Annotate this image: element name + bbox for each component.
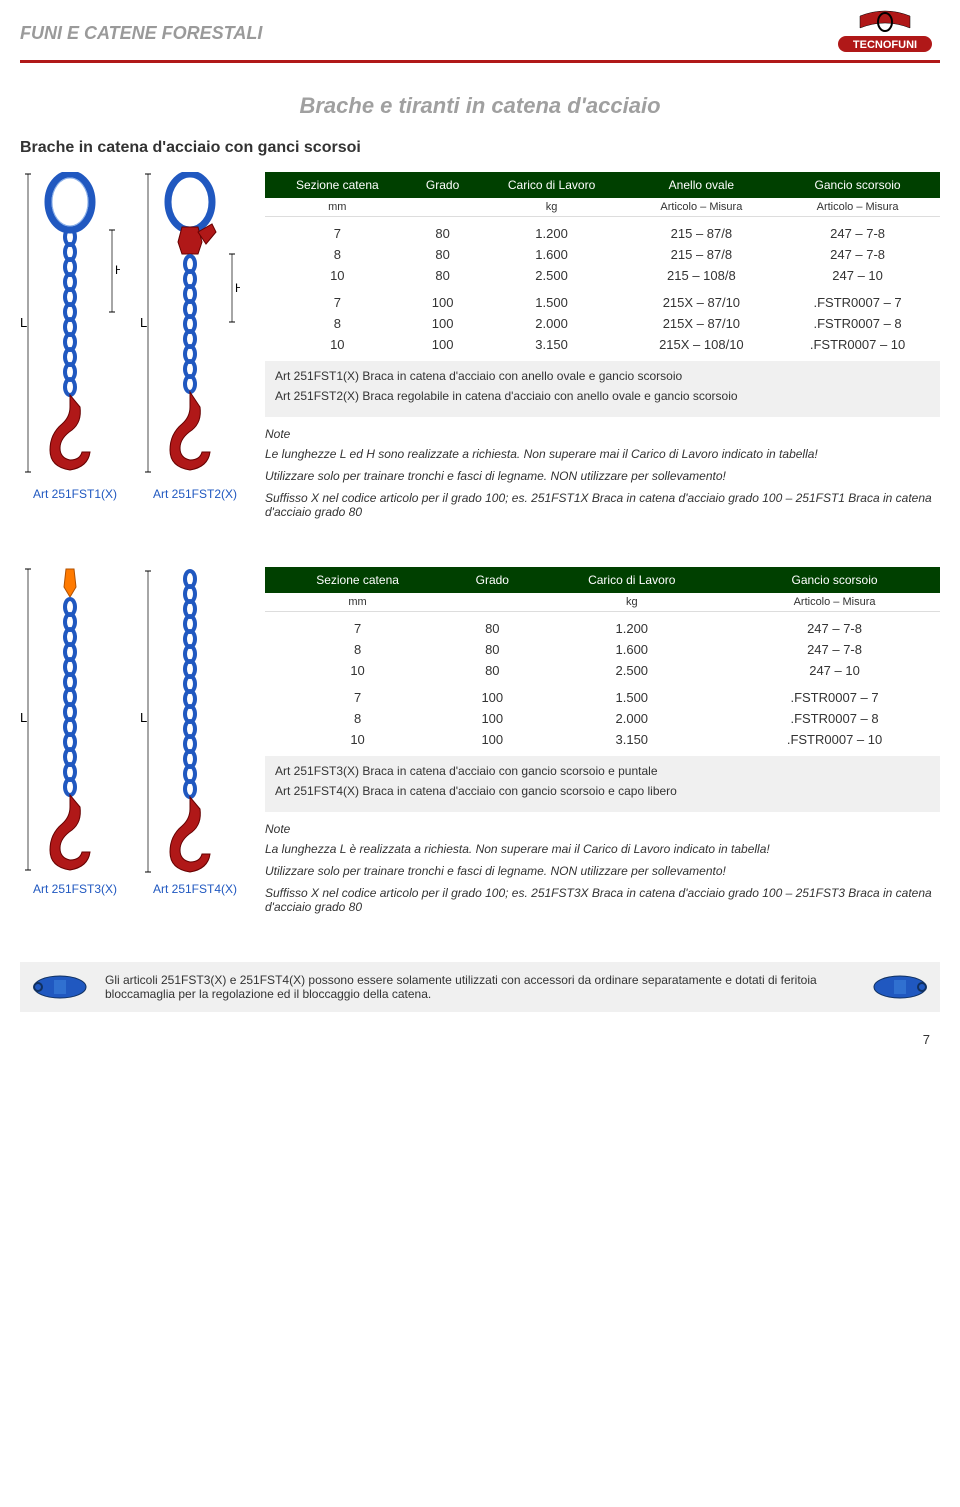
table2: Sezione catena Grado Carico di Lavoro Ga… xyxy=(265,567,940,750)
section2-content: Sezione catena Grado Carico di Lavoro Ga… xyxy=(265,567,940,922)
diagram2-label: Art 251FST2(X) xyxy=(140,487,250,501)
section1-notes: Note Le lunghezze L ed H sono realizzate… xyxy=(265,427,940,519)
th: Sezione catena xyxy=(265,172,410,198)
th: Grado xyxy=(410,172,476,198)
svg-text:H: H xyxy=(115,263,120,277)
th: Carico di Lavoro xyxy=(476,172,628,198)
accessory-icon-right xyxy=(870,972,930,1002)
logo: TECNOFUNI xyxy=(830,8,940,58)
diagram-fst2: L H xyxy=(140,172,240,482)
table-row: 8801.600215 – 87/8247 – 7-8 xyxy=(265,244,940,265)
svg-text:H: H xyxy=(235,281,240,295)
th: Carico di Lavoro xyxy=(534,567,729,593)
table-row: 81002.000.FSTR0007 – 8 xyxy=(265,708,940,729)
table-row: 71001.500215X – 87/10.FSTR0007 – 7 xyxy=(265,292,940,313)
th: Anello ovale xyxy=(628,172,776,198)
th: Grado xyxy=(450,567,534,593)
diagram-fst4: L xyxy=(140,567,240,877)
section2-notes: Note La lunghezza L è realizzata a richi… xyxy=(265,822,940,914)
section1-subtitle: Brache in catena d'acciaio con ganci sco… xyxy=(20,139,940,157)
svg-text:L: L xyxy=(20,710,27,725)
table2-rows-a: 7801.200247 – 7-88801.600247 – 7-810802.… xyxy=(265,618,940,681)
table-row: 10802.500215 – 108/8247 – 10 xyxy=(265,265,940,286)
page-title: Brache e tiranti in catena d'acciaio xyxy=(0,93,960,119)
section2-desc: Art 251FST3(X) Braca in catena d'acciaio… xyxy=(265,756,940,812)
table-row: 81002.000215X – 87/10.FSTR0007 – 8 xyxy=(265,313,940,334)
table1-rows-a: 7801.200215 – 87/8247 – 7-88801.600215 –… xyxy=(265,223,940,286)
footer-note-text: Gli articoli 251FST3(X) e 251FST4(X) pos… xyxy=(105,973,855,1001)
table1: Sezione catena Grado Carico di Lavoro An… xyxy=(265,172,940,355)
table2-rows-b: 71001.500.FSTR0007 – 781002.000.FSTR0007… xyxy=(265,687,940,750)
diagram-fst1: L H xyxy=(20,172,120,482)
footer-note: Gli articoli 251FST3(X) e 251FST4(X) pos… xyxy=(20,962,940,1012)
svg-text:TECNOFUNI: TECNOFUNI xyxy=(853,39,917,51)
table-row: 71001.500.FSTR0007 – 7 xyxy=(265,687,940,708)
diagram1-label: Art 251FST1(X) xyxy=(20,487,130,501)
page-header: FUNI E CATENE FORESTALI TECNOFUNI xyxy=(0,0,960,58)
table-row: 8801.600247 – 7-8 xyxy=(265,639,940,660)
svg-text:L: L xyxy=(20,315,27,330)
section1-desc: Art 251FST1(X) Braca in catena d'acciaio… xyxy=(265,361,940,417)
table-row: 7801.200215 – 87/8247 – 7-8 xyxy=(265,223,940,244)
table-row: 7801.200247 – 7-8 xyxy=(265,618,940,639)
accessory-icon-left xyxy=(30,972,90,1002)
page-number: 7 xyxy=(0,1012,960,1062)
table1-rows-b: 71001.500215X – 87/10.FSTR0007 – 781002.… xyxy=(265,292,940,355)
section1: L H Art 251FST1(X) xyxy=(0,172,960,527)
diagram-fst3: L xyxy=(20,567,120,877)
th: Sezione catena xyxy=(265,567,450,593)
table-row: 10802.500247 – 10 xyxy=(265,660,940,681)
svg-text:L: L xyxy=(140,315,147,330)
section2: L Art 251FST3(X) xyxy=(0,567,960,922)
category-title: FUNI E CATENE FORESTALI xyxy=(20,23,262,44)
section2-diagrams: L Art 251FST3(X) xyxy=(20,567,250,922)
svg-text:L: L xyxy=(140,710,147,725)
header-rule xyxy=(20,60,940,63)
table-row: 101003.150215X – 108/10.FSTR0007 – 10 xyxy=(265,334,940,355)
section1-content: Sezione catena Grado Carico di Lavoro An… xyxy=(265,172,940,527)
th: Gancio scorsoio xyxy=(729,567,940,593)
section1-diagrams: L H Art 251FST1(X) xyxy=(20,172,250,527)
diagram4-label: Art 251FST4(X) xyxy=(140,882,250,896)
diagram3-label: Art 251FST3(X) xyxy=(20,882,130,896)
table-row: 101003.150.FSTR0007 – 10 xyxy=(265,729,940,750)
th: Gancio scorsoio xyxy=(775,172,940,198)
